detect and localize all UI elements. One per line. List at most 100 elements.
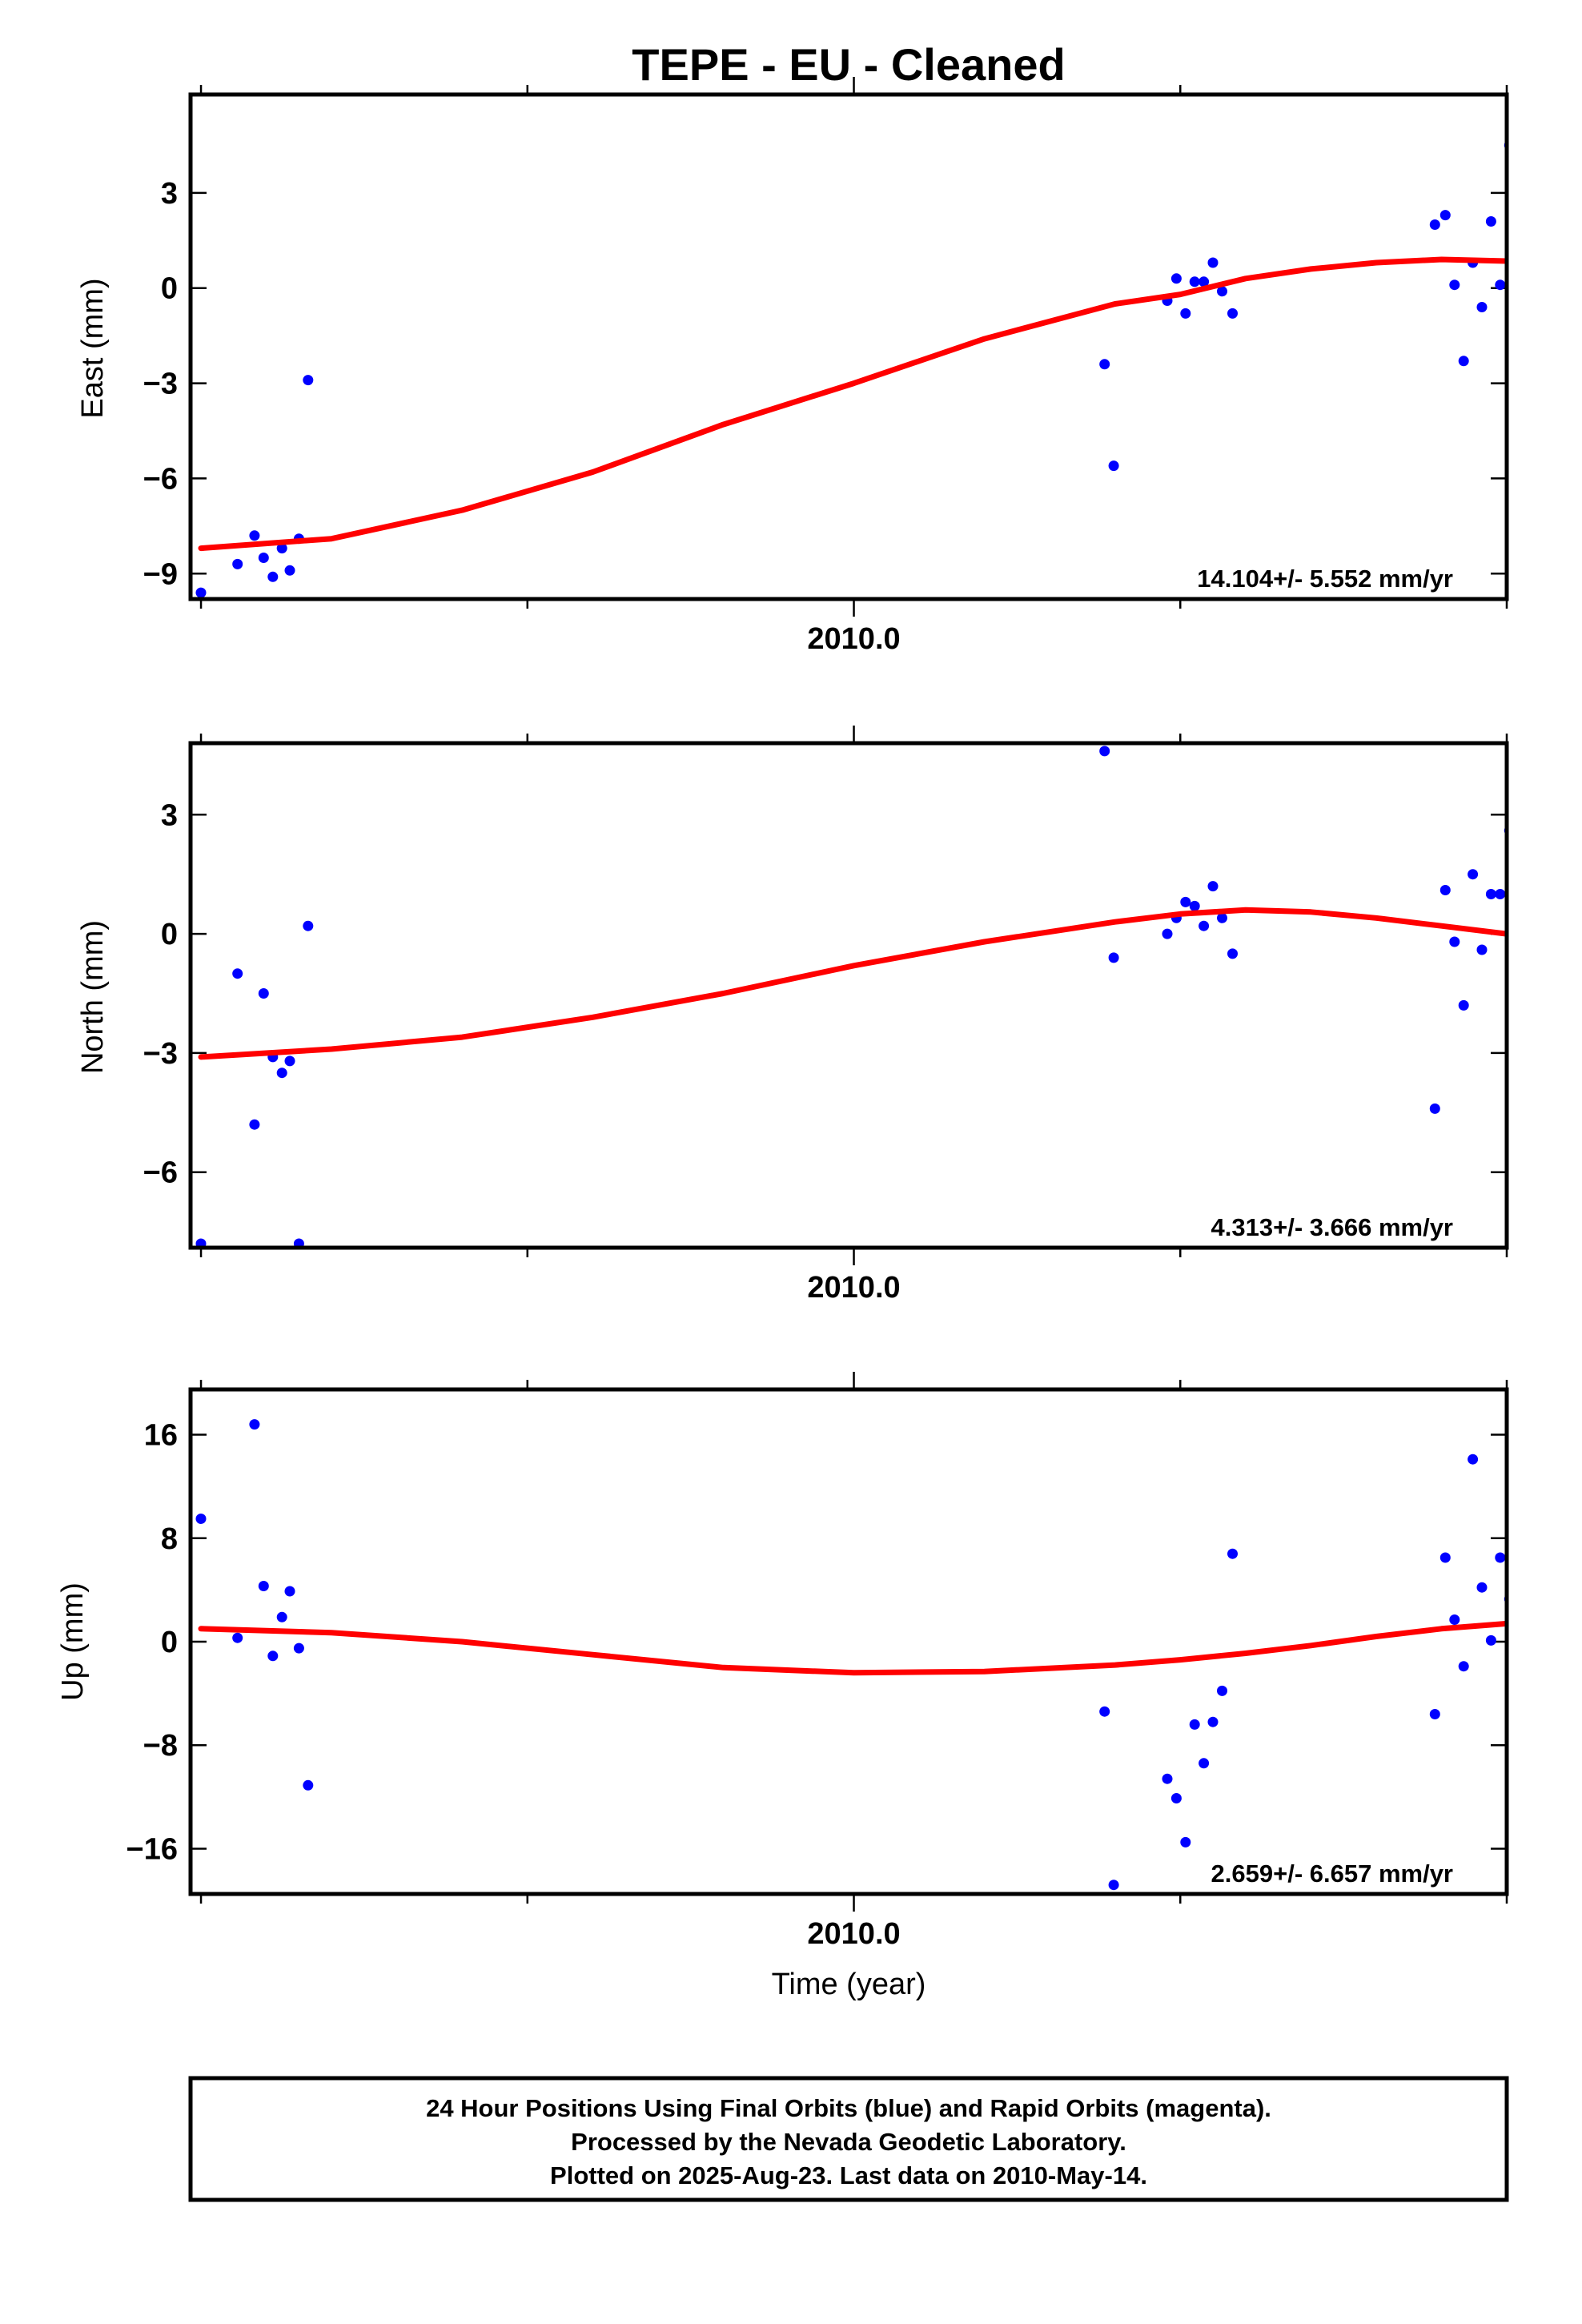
up-data-point — [1439, 1552, 1451, 1563]
north-data-point — [303, 920, 314, 931]
north-data-point — [1458, 999, 1469, 1011]
east-data-point — [1170, 273, 1182, 284]
north-data-point — [1476, 944, 1488, 955]
east-data-point — [249, 530, 260, 541]
north-data-point — [1108, 952, 1119, 963]
north-data-point — [1207, 881, 1219, 892]
east-data-point — [303, 375, 314, 386]
north-data-point — [1485, 889, 1496, 899]
up-data-point — [303, 1779, 314, 1791]
up-data-point — [1468, 1454, 1479, 1465]
east-data-point — [284, 565, 295, 576]
north-data-point — [1199, 920, 1210, 931]
north-data-point — [195, 1238, 207, 1248]
up-data-point — [1189, 1719, 1200, 1730]
footer-line-2: Processed by the Nevada Geodetic Laborat… — [571, 2128, 1126, 2156]
up-rate-label: 2.659+/- 6.657 mm/yr — [1211, 1860, 1453, 1888]
up-data-point — [293, 1642, 304, 1654]
east-data-point — [1458, 356, 1469, 367]
up-data-point — [1485, 1634, 1496, 1646]
east-data-point — [1227, 308, 1238, 319]
east-ytick-label: 0 — [161, 272, 178, 306]
north-ytick-label: −3 — [143, 1037, 178, 1071]
up-data-point — [1162, 1773, 1173, 1784]
east-data-point — [1429, 219, 1440, 230]
north-data-point — [1099, 746, 1110, 757]
north-rate-label: 4.313+/- 3.666 mm/yr — [1211, 1213, 1453, 1241]
north-data-point — [1468, 869, 1479, 880]
north-plot-frame — [188, 741, 1509, 1250]
north-data — [195, 746, 1507, 1248]
north-ytick-label: 3 — [161, 798, 178, 832]
up-data-point — [249, 1419, 260, 1430]
north-ytick-label: 0 — [161, 918, 178, 951]
north-data-point — [293, 1238, 304, 1248]
north-data-point — [1495, 889, 1506, 899]
east-panel: East (mm) 14.104+/- 5.552 mm/yr 3 0 −3 −6 −9… — [76, 77, 1509, 656]
up-data-point — [1449, 1614, 1460, 1625]
east-ytick-label: −9 — [143, 557, 178, 591]
east-data-point — [1449, 279, 1460, 291]
up-plot-frame — [188, 1387, 1509, 1896]
east-data-point — [276, 543, 287, 554]
east-data — [195, 140, 1507, 598]
east-data-point — [1099, 359, 1110, 370]
up-ytick-label: −16 — [126, 1832, 178, 1866]
east-axis-label: East (mm) — [76, 278, 110, 418]
north-panel: North (mm) 4.313+/- 3.666 mm/yr 3 0 −3 −6 20… — [76, 726, 1509, 1305]
east-ytick-label: −6 — [143, 462, 178, 496]
up-data-point — [1495, 1552, 1506, 1563]
east-data-point — [1485, 216, 1496, 227]
north-data-point — [1227, 948, 1238, 959]
east-xtick-label: 2010.0 — [807, 622, 900, 656]
north-data-point — [1189, 900, 1200, 911]
figure-title: TEPE - EU - Cleaned — [632, 39, 1065, 90]
east-data-point — [1495, 279, 1506, 291]
north-data-point — [276, 1068, 287, 1079]
east-data-point — [1439, 210, 1451, 221]
up-ytick-label: 8 — [161, 1522, 178, 1556]
east-data-point — [1217, 286, 1227, 297]
east-data-point — [1207, 257, 1219, 268]
up-data-point — [267, 1651, 279, 1662]
east-ytick-label: −3 — [143, 368, 178, 401]
north-data-point — [249, 1119, 260, 1130]
up-data-point — [232, 1632, 243, 1643]
up-data-point — [1170, 1793, 1182, 1803]
up-ytick-label: −8 — [143, 1729, 178, 1763]
up-data-point — [1217, 1685, 1227, 1696]
up-ytick-label: 16 — [144, 1419, 178, 1453]
north-ytick-label: −6 — [143, 1156, 178, 1190]
up-data-point — [195, 1514, 207, 1524]
east-data-point — [258, 553, 269, 563]
up-panel: Up (mm) 2.659+/- 6.657 mm/yr 16 8 0 −8 −16 20… — [56, 1372, 1509, 1951]
north-data-point — [1449, 936, 1460, 947]
up-ytick-label: 0 — [161, 1626, 178, 1659]
east-rate-label: 14.104+/- 5.552 mm/yr — [1197, 565, 1453, 593]
east-data-point — [232, 558, 243, 569]
east-data-point — [195, 587, 207, 598]
north-data-point — [232, 968, 243, 979]
north-axis-label: North (mm) — [76, 920, 110, 1074]
up-data-point — [1227, 1548, 1238, 1559]
up-data-point — [276, 1611, 287, 1622]
up-data-point — [1458, 1661, 1469, 1672]
north-xtick-label: 2010.0 — [807, 1271, 900, 1305]
up-data-point — [1207, 1716, 1219, 1727]
footer-line-1: 24 Hour Positions Using Final Orbits (bl… — [426, 2094, 1271, 2122]
footer-box: 24 Hour Positions Using Final Orbits (bl… — [188, 2076, 1509, 2202]
east-data-point — [1108, 460, 1119, 472]
north-data-point — [1217, 912, 1227, 923]
north-data-point — [1180, 896, 1191, 907]
up-data-point — [1199, 1758, 1210, 1769]
footer-line-3: Plotted on 2025-Aug-23. Last data on 201… — [550, 2161, 1147, 2189]
north-fit-line — [198, 907, 1507, 1060]
east-data-point — [1180, 308, 1191, 319]
up-fit-line — [198, 1620, 1507, 1676]
up-data-point — [1429, 1709, 1440, 1719]
up-xtick-label: 2010.0 — [807, 1917, 900, 1951]
east-plot-frame — [188, 92, 1509, 601]
east-data-point — [1199, 276, 1210, 287]
up-data-point — [258, 1581, 269, 1591]
